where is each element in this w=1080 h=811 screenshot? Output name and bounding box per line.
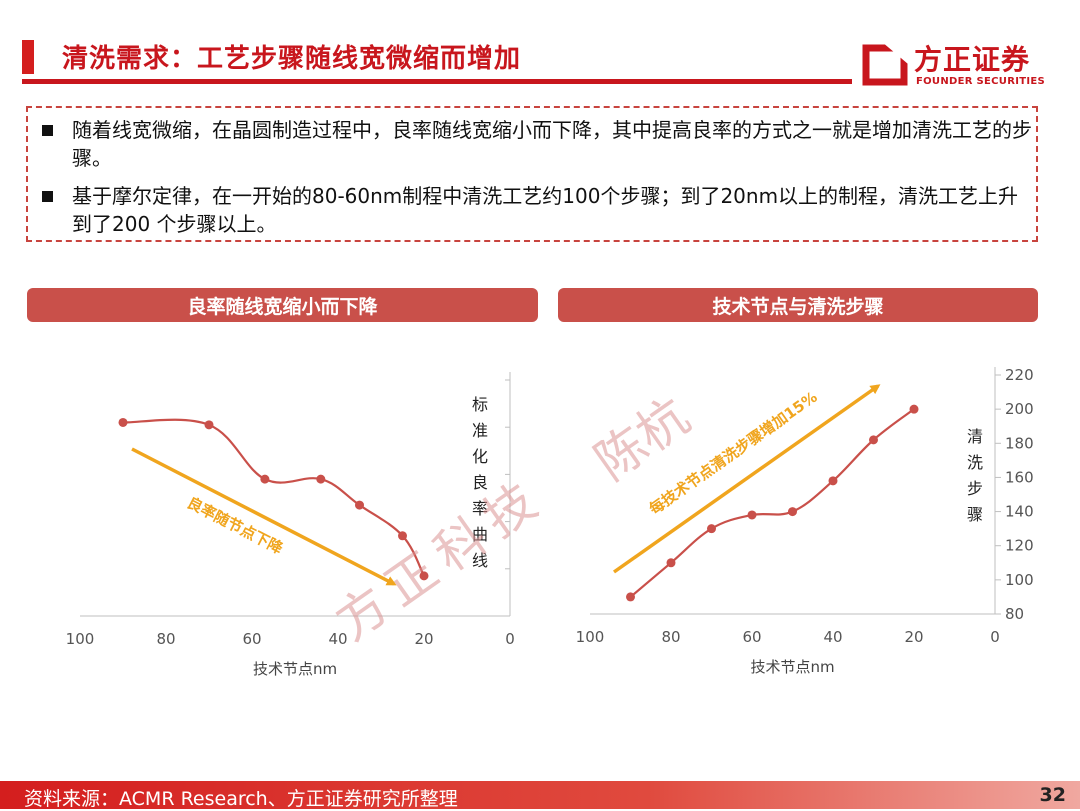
data-point bbox=[419, 571, 429, 581]
x-tick-label: 40 bbox=[823, 628, 842, 646]
bullet-text: 基于摩尔定律，在一开始的80-60nm制程中清洗工艺约100个步骤；到了20nm… bbox=[72, 184, 1019, 236]
x-tick-label: 20 bbox=[414, 630, 433, 648]
x-tick-label: 100 bbox=[66, 630, 95, 648]
bullet-square-icon bbox=[42, 125, 53, 136]
page-title: 清洗需求：工艺步骤随线宽微缩而增加 bbox=[62, 44, 522, 74]
trend-arrow bbox=[131, 447, 397, 586]
title-divider bbox=[22, 79, 852, 84]
y-tick-label: 160 bbox=[1005, 468, 1034, 486]
logo-english-name: FOUNDER SECURITIES bbox=[916, 76, 1046, 87]
data-point bbox=[788, 507, 797, 517]
logo-chinese-name: 方正证券 bbox=[914, 43, 1031, 76]
data-point bbox=[398, 531, 407, 541]
series-line bbox=[629, 408, 915, 598]
data-point bbox=[869, 435, 878, 445]
x-tick-label: 80 bbox=[156, 630, 175, 648]
y-tick-label: 100 bbox=[1005, 571, 1034, 589]
data-point bbox=[355, 500, 364, 510]
y-tick-label: 140 bbox=[1005, 503, 1034, 521]
data-point bbox=[260, 474, 270, 484]
y-tick-label: 120 bbox=[1005, 537, 1034, 555]
left-panel-title: 良率随线宽缩小而下降 bbox=[27, 288, 538, 322]
left-y-axis-title: 标准化良率曲线 bbox=[471, 395, 488, 570]
y-tick-label: 180 bbox=[1005, 434, 1034, 452]
data-point bbox=[909, 404, 919, 414]
data-point bbox=[707, 524, 716, 534]
bullet-text: 随着线宽微缩，在晶圆制造过程中，良率随线宽缩小而下降，其中提高良率的方式之一就是… bbox=[72, 118, 1032, 170]
y-tick-label: 220 bbox=[1005, 366, 1034, 384]
y-tick-label: 200 bbox=[1005, 400, 1034, 418]
x-tick-label: 0 bbox=[990, 628, 1000, 646]
data-point bbox=[626, 592, 635, 602]
company-logo: 方正证券 FOUNDER SECURITIES bbox=[862, 38, 1052, 94]
page-number: 32 bbox=[1039, 784, 1066, 806]
x-tick-label: 60 bbox=[242, 630, 261, 648]
data-point bbox=[828, 476, 838, 486]
data-point bbox=[118, 417, 128, 427]
bullet-square-icon bbox=[42, 191, 53, 202]
y-tick-label: 80 bbox=[1005, 605, 1024, 623]
source-note: 资料来源：ACMR Research、方正证券研究所整理 bbox=[24, 788, 458, 810]
x-axis-title: 技术节点nm bbox=[253, 660, 337, 678]
x-tick-label: 0 bbox=[505, 630, 515, 648]
x-tick-label: 40 bbox=[328, 630, 347, 648]
right-y-axis-title: 清洗步骤 bbox=[966, 427, 983, 524]
x-tick-label: 20 bbox=[904, 628, 923, 646]
logo-mark-icon bbox=[862, 42, 908, 86]
data-point bbox=[204, 420, 214, 430]
x-tick-label: 60 bbox=[742, 628, 761, 646]
x-tick-label: 80 bbox=[661, 628, 680, 646]
x-tick-label: 100 bbox=[576, 628, 605, 646]
footer-bar bbox=[0, 781, 1080, 809]
x-axis-title: 技术节点nm bbox=[750, 658, 834, 676]
trend-arrow bbox=[612, 384, 881, 574]
summary-box: 随着线宽微缩，在晶圆制造过程中，良率随线宽缩小而下降，其中提高良率的方式之一就是… bbox=[26, 106, 1038, 242]
data-point bbox=[666, 558, 676, 568]
data-point bbox=[747, 510, 757, 520]
data-point bbox=[316, 474, 326, 484]
right-panel-title: 技术节点与清洗步骤 bbox=[558, 288, 1038, 322]
title-accent-bar bbox=[22, 40, 34, 74]
